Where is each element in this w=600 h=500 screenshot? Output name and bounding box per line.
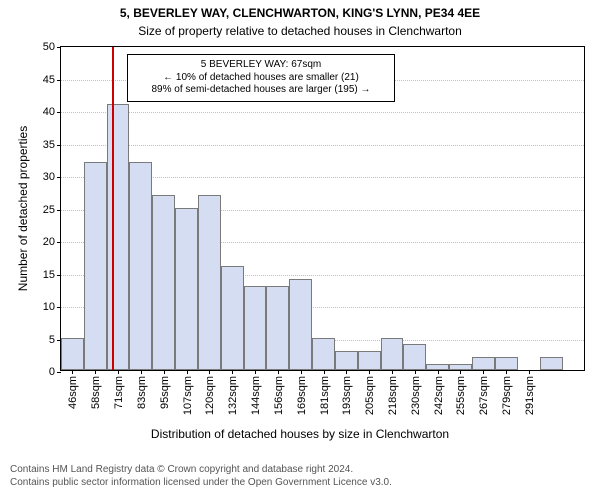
footer-line: Contains public sector information licen… bbox=[10, 476, 600, 489]
histogram-bar bbox=[312, 338, 335, 371]
gridline-h bbox=[61, 145, 584, 146]
xtick-mark bbox=[141, 370, 142, 374]
ytick-label: 25 bbox=[43, 204, 61, 216]
ytick-label: 10 bbox=[43, 301, 61, 313]
xtick-mark bbox=[324, 370, 325, 374]
xtick-mark bbox=[95, 370, 96, 374]
xtick-label: 169sqm bbox=[294, 376, 308, 415]
ytick-label: 50 bbox=[43, 41, 61, 53]
histogram-bar bbox=[129, 162, 152, 370]
plot-area: 0510152025303540455046sqm58sqm71sqm83sqm… bbox=[60, 46, 585, 371]
xtick-label: 255sqm bbox=[453, 376, 467, 415]
xtick-label: 230sqm bbox=[408, 376, 422, 415]
xtick-mark bbox=[415, 370, 416, 374]
xtick-mark bbox=[187, 370, 188, 374]
xtick-mark bbox=[255, 370, 256, 374]
histogram-bar bbox=[403, 344, 426, 370]
xtick-label: 132sqm bbox=[225, 376, 239, 415]
xtick-mark bbox=[232, 370, 233, 374]
histogram-bar bbox=[198, 195, 221, 371]
footer-line: Contains HM Land Registry data © Crown c… bbox=[10, 463, 600, 476]
histogram-bar bbox=[84, 162, 107, 370]
xtick-label: 218sqm bbox=[385, 376, 399, 415]
xtick-mark bbox=[301, 370, 302, 374]
histogram-bar bbox=[266, 286, 289, 371]
xtick-mark bbox=[483, 370, 484, 374]
xtick-label: 144sqm bbox=[248, 376, 262, 415]
histogram-bar bbox=[175, 208, 198, 371]
xtick-label: 46sqm bbox=[65, 376, 79, 409]
y-axis-label: Number of detached properties bbox=[16, 46, 30, 371]
histogram-bar bbox=[244, 286, 267, 371]
xtick-label: 156sqm bbox=[271, 376, 285, 415]
xtick-label: 120sqm bbox=[202, 376, 216, 415]
histogram-bar bbox=[335, 351, 358, 371]
histogram-bar bbox=[540, 357, 563, 370]
xtick-label: 193sqm bbox=[339, 376, 353, 415]
ytick-label: 15 bbox=[43, 269, 61, 281]
annotation-line: 5 BEVERLEY WAY: 67sqm bbox=[136, 59, 386, 72]
xtick-label: 242sqm bbox=[431, 376, 445, 415]
xtick-mark bbox=[438, 370, 439, 374]
xtick-mark bbox=[506, 370, 507, 374]
ytick-label: 35 bbox=[43, 139, 61, 151]
x-axis-label: Distribution of detached houses by size … bbox=[0, 427, 600, 441]
xtick-mark bbox=[346, 370, 347, 374]
xtick-mark bbox=[278, 370, 279, 374]
annotation-line: 89% of semi-detached houses are larger (… bbox=[136, 84, 386, 97]
xtick-mark bbox=[72, 370, 73, 374]
xtick-label: 279sqm bbox=[499, 376, 513, 415]
ytick-label: 0 bbox=[49, 366, 61, 378]
xtick-label: 291sqm bbox=[522, 376, 536, 415]
histogram-bar bbox=[358, 351, 381, 371]
histogram-bar bbox=[152, 195, 175, 371]
ytick-label: 5 bbox=[49, 334, 61, 346]
xtick-label: 95sqm bbox=[157, 376, 171, 409]
title-main: 5, BEVERLEY WAY, CLENCHWARTON, KING'S LY… bbox=[0, 6, 600, 20]
histogram-bar bbox=[61, 338, 84, 371]
ytick-label: 20 bbox=[43, 236, 61, 248]
xtick-label: 58sqm bbox=[88, 376, 102, 409]
title-sub: Size of property relative to detached ho… bbox=[0, 24, 600, 38]
histogram-bar bbox=[289, 279, 312, 370]
xtick-mark bbox=[164, 370, 165, 374]
histogram-bar bbox=[381, 338, 404, 371]
reference-line bbox=[112, 47, 114, 370]
ytick-label: 30 bbox=[43, 171, 61, 183]
xtick-label: 205sqm bbox=[362, 376, 376, 415]
xtick-mark bbox=[460, 370, 461, 374]
chart-container: 5, BEVERLEY WAY, CLENCHWARTON, KING'S LY… bbox=[0, 0, 600, 500]
annotation-line: ← 10% of detached houses are smaller (21… bbox=[136, 72, 386, 85]
histogram-bar bbox=[107, 104, 130, 371]
xtick-mark bbox=[392, 370, 393, 374]
histogram-bar bbox=[495, 357, 518, 370]
xtick-label: 181sqm bbox=[317, 376, 331, 415]
footer-attribution: Contains HM Land Registry data © Crown c… bbox=[0, 463, 600, 489]
xtick-mark bbox=[529, 370, 530, 374]
histogram-bar bbox=[472, 357, 495, 370]
annotation-box: 5 BEVERLEY WAY: 67sqm← 10% of detached h… bbox=[127, 54, 395, 102]
ytick-label: 40 bbox=[43, 106, 61, 118]
xtick-label: 267sqm bbox=[476, 376, 490, 415]
xtick-mark bbox=[118, 370, 119, 374]
xtick-label: 107sqm bbox=[180, 376, 194, 415]
xtick-label: 71sqm bbox=[111, 376, 125, 409]
xtick-label: 83sqm bbox=[134, 376, 148, 409]
histogram-bar bbox=[221, 266, 244, 370]
xtick-mark bbox=[369, 370, 370, 374]
xtick-mark bbox=[209, 370, 210, 374]
ytick-label: 45 bbox=[43, 74, 61, 86]
gridline-h bbox=[61, 112, 584, 113]
